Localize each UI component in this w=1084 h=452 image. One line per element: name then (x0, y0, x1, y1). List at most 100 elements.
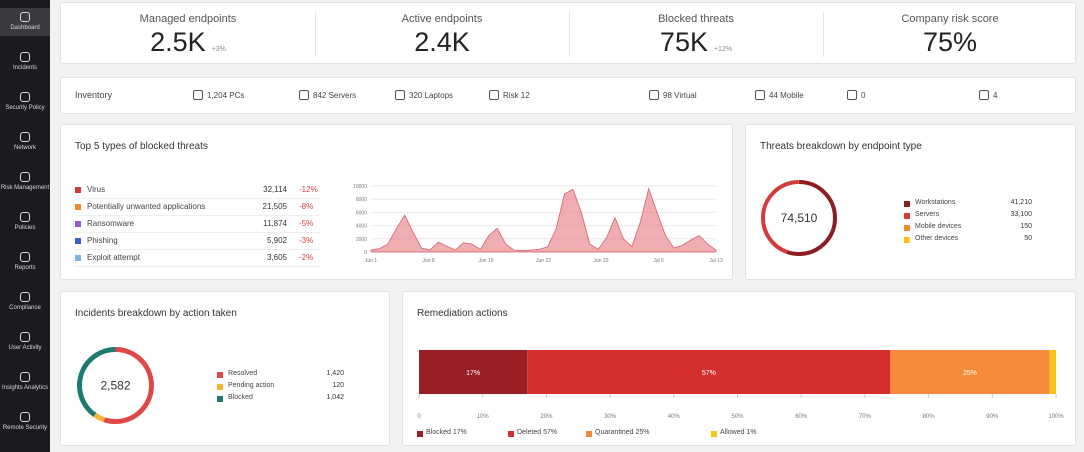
inventory-label: Inventory (75, 90, 113, 100)
threat-chart: 0 2000 4000 6000 8000 10000 Jun 1 Jun 8 Jun 15 Ju… (353, 184, 723, 264)
bar-segment (419, 350, 528, 394)
kpi-row: 75K +12% (569, 25, 823, 58)
nav-item[interactable]: Risk Management (0, 168, 50, 196)
kpi: Active endpoints 2.4K (315, 13, 569, 58)
nav-item[interactable]: Security Policy (0, 88, 50, 116)
x-tick-label: 100% (1048, 414, 1064, 420)
nav-icon (20, 412, 30, 422)
inventory-item: 98 Virtual (663, 91, 697, 100)
y-tick-label: 0 (364, 250, 367, 256)
divider (569, 11, 570, 57)
row-swatch (75, 204, 81, 210)
legend-value: 33,100 (1010, 211, 1032, 218)
inventory-icon (299, 90, 309, 100)
nav-label: Policies (14, 225, 36, 231)
nav-icon (20, 12, 30, 22)
row-name: Exploit attempt (87, 253, 140, 262)
nav-label: User Activity (8, 345, 42, 351)
nav-label: Network (13, 145, 36, 151)
inventory-icon (193, 90, 203, 100)
inventory-icon (755, 90, 765, 100)
inventory-item: 1,204 PCs (207, 91, 245, 100)
row-count: 3,605 (266, 253, 287, 262)
donut: 2,582 (76, 346, 154, 424)
x-tick-label: Jun 15 (478, 258, 493, 264)
donut: 74,510 (761, 180, 837, 256)
x-tick-label: Jun 22 (536, 258, 551, 264)
legend-swatch (586, 431, 592, 437)
nav-label: Dashboard (10, 25, 40, 31)
legend-swatch (508, 431, 514, 437)
inventory-item: Risk 12 (503, 91, 530, 100)
row-change: -2% (299, 253, 314, 262)
row-swatch (75, 187, 81, 193)
legend-name: Quarantined 25% (595, 429, 650, 436)
legend-value: 120 (332, 382, 344, 389)
row-name: Potentially unwanted applications (87, 202, 206, 211)
legend-swatch (217, 384, 223, 390)
nav-item[interactable]: Remote Security (0, 408, 50, 436)
row-name: Ransomware (87, 219, 135, 228)
legend-swatch (217, 396, 223, 402)
inventory-icon (395, 90, 405, 100)
kpi-delta: +12% (713, 46, 733, 53)
legend-name: Pending action (228, 382, 275, 389)
x-tick-label: Jun 1 (365, 258, 377, 264)
y-tick-label: 10000 (353, 184, 367, 190)
nav-icon (20, 132, 30, 142)
nav-item[interactable]: Reports (0, 248, 50, 276)
legend-swatch (904, 213, 910, 219)
segment-label: 25% (963, 370, 977, 377)
nav-item[interactable]: Dashboard (0, 8, 50, 36)
kpi-row: 75% (823, 25, 1077, 58)
sidebar: Dashboard Incidents Security Policy Network… (0, 0, 50, 452)
legend-swatch (417, 431, 423, 437)
nav-icon (20, 372, 30, 382)
donut-total: 2,582 (100, 378, 130, 392)
card-title: Top 5 types of blocked threats (75, 141, 208, 152)
nav-item[interactable]: Incidents (0, 48, 50, 76)
kpi-label: Active endpoints (401, 13, 483, 25)
inventory-item: 842 Servers (313, 91, 357, 100)
nav-item[interactable]: Compliance (0, 288, 50, 316)
kpi-label: Company risk score (901, 13, 999, 25)
nav-item[interactable]: Policies (0, 208, 50, 236)
kpi-value: 75% (922, 27, 978, 57)
x-tick-label: 10% (477, 414, 490, 420)
donut-total: 74,510 (781, 211, 818, 225)
legend-value: 50 (1024, 235, 1032, 242)
x-tick-label: 20% (540, 414, 553, 420)
x-tick-label: Jun 29 (593, 258, 608, 264)
nav-label: Remote Security (2, 425, 48, 431)
nav-item[interactable]: Insights Analytics (0, 368, 50, 396)
nav-item[interactable]: Network (0, 128, 50, 156)
kpi-value: 2.4K (414, 27, 470, 57)
nav-label: Risk Management (0, 185, 50, 191)
inventory-item: 44 Mobile (769, 91, 804, 100)
donut-slice (761, 180, 837, 256)
x-tick-label: 0 (417, 414, 421, 420)
row-rule (75, 249, 321, 250)
x-tick-label: 40% (668, 414, 681, 420)
x-tick-label: Jul 6 (653, 258, 664, 264)
segment-label: 17% (466, 370, 480, 377)
row-change: -12% (299, 185, 318, 194)
legend-value: 1,042 (326, 394, 344, 401)
threat-breakdown-card: Threats breakdown by endpoint type 74,51… (745, 124, 1076, 280)
x-tick-label: 80% (923, 414, 936, 420)
nav-icon (20, 332, 30, 342)
row-change: -5% (299, 219, 314, 228)
legend-swatch (217, 372, 223, 378)
nav-item[interactable]: User Activity (0, 328, 50, 356)
inventory-icon (649, 90, 659, 100)
segment-label: 57% (702, 370, 716, 377)
legend-swatch (904, 201, 910, 207)
legend-name: Allowed 1% (720, 429, 757, 436)
row-swatch (75, 221, 81, 227)
legend-swatch (904, 225, 910, 231)
row-count: 11,874 (263, 219, 287, 228)
row-change: -3% (299, 236, 314, 245)
y-tick-label: 4000 (356, 224, 367, 230)
incidents-card: Incidents breakdown by action taken 2,58… (60, 291, 390, 446)
